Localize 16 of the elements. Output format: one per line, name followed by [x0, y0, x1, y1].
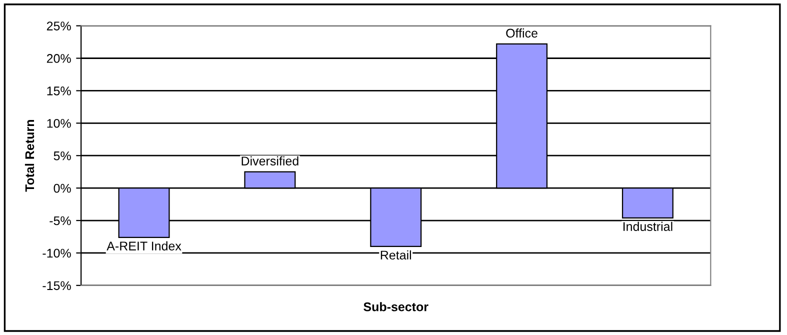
- y-tick-label: 15%: [47, 86, 71, 96]
- x-tick-label: A-REIT Index: [106, 241, 182, 250]
- y-tick-label: 25%: [46, 22, 71, 30]
- y-tick-label: -15%: [42, 281, 71, 290]
- y-tick-label: -10%: [42, 248, 71, 258]
- y-tick-label: 0%: [54, 184, 71, 193]
- y-tick-label: 10%: [47, 118, 71, 128]
- x-tick-label: Office: [506, 28, 538, 38]
- x-axis-title: Sub-sector: [364, 302, 428, 312]
- x-tick-label: Diversified: [242, 156, 298, 166]
- y-axis-title: Total Return: [24, 120, 34, 192]
- y-tick-label: 20%: [46, 54, 71, 63]
- y-tick-label: -5%: [50, 216, 71, 226]
- y-tick-label: 5%: [54, 151, 71, 160]
- x-tick-label: Retail: [380, 250, 412, 260]
- x-tick-label: Industrial: [623, 222, 672, 231]
